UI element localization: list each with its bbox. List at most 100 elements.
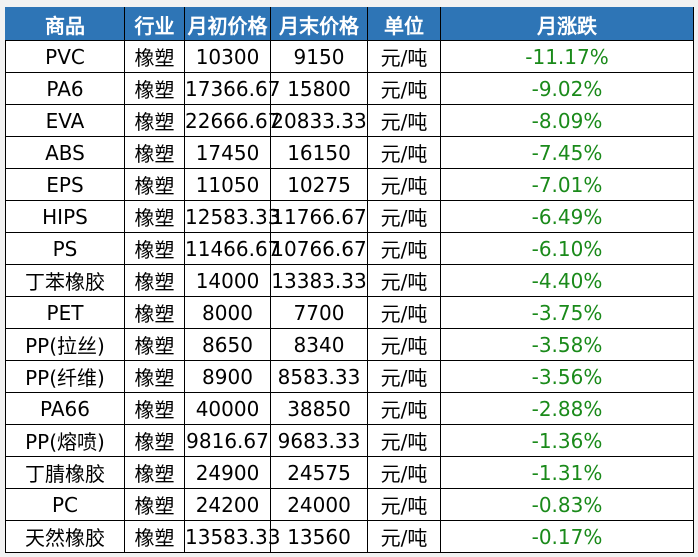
cell-industry: 橡塑: [124, 296, 185, 329]
cell-end-price: 24000: [270, 488, 368, 521]
header-row: 商品 行业 月初价格 月末价格 单位 月涨跌: [5, 7, 694, 41]
cell-end-price: 9683.33: [270, 424, 368, 457]
header-unit: 单位: [367, 7, 441, 41]
cell-monthly-change: -3.75%: [440, 296, 694, 329]
cell-product: PET: [5, 296, 125, 329]
cell-end-price: 7700: [270, 296, 368, 329]
cell-monthly-change: -7.01%: [440, 168, 694, 201]
cell-industry: 橡塑: [124, 40, 185, 73]
cell-industry: 橡塑: [124, 232, 185, 265]
cell-start-price: 9816.67: [184, 424, 271, 457]
cell-industry: 橡塑: [124, 328, 185, 361]
cell-unit: 元/吨: [367, 488, 441, 521]
cell-end-price: 13383.33: [270, 264, 368, 297]
cell-monthly-change: -11.17%: [440, 40, 694, 73]
cell-product: HIPS: [5, 200, 125, 233]
cell-product: EPS: [5, 168, 125, 201]
table-row: 天然橡胶 橡塑 13583.33 13560 元/吨 -0.17%: [5, 520, 694, 553]
cell-unit: 元/吨: [367, 264, 441, 297]
cell-industry: 橡塑: [124, 456, 185, 489]
cell-monthly-change: -6.10%: [440, 232, 694, 265]
cell-monthly-change: -3.56%: [440, 360, 694, 393]
cell-start-price: 22666.67: [184, 104, 280, 137]
cell-product: PP(熔喷): [5, 424, 125, 457]
cell-product: PA66: [5, 392, 125, 425]
table-row: PVC 橡塑 10300 9150 元/吨 -11.17%: [5, 40, 694, 73]
cell-unit: 元/吨: [367, 296, 441, 329]
cell-product: 天然橡胶: [5, 520, 125, 553]
cell-end-price: 24575: [270, 456, 368, 489]
cell-monthly-change: -1.31%: [440, 456, 694, 489]
cell-monthly-change: -0.17%: [440, 520, 694, 553]
cell-start-price: 40000: [184, 392, 271, 425]
cell-start-price: 8650: [184, 328, 271, 361]
table-row: 丁腈橡胶 橡塑 24900 24575 元/吨 -1.31%: [5, 456, 694, 489]
header-start-price: 月初价格: [184, 7, 271, 41]
table-row: PA6 橡塑 17366.67 15800 元/吨 -9.02%: [5, 72, 694, 105]
cell-end-price: 8340: [270, 328, 368, 361]
table-row: PC 橡塑 24200 24000 元/吨 -0.83%: [5, 488, 694, 521]
cell-unit: 元/吨: [367, 328, 441, 361]
cell-monthly-change: -7.45%: [440, 136, 694, 169]
cell-unit: 元/吨: [367, 392, 441, 425]
cell-start-price: 8900: [184, 360, 271, 393]
cell-end-price: 9150: [270, 40, 368, 73]
cell-monthly-change: -4.40%: [440, 264, 694, 297]
cell-end-price: 11766.67: [270, 200, 368, 233]
cell-start-price: 12583.33: [184, 200, 280, 233]
cell-start-price: 11050: [184, 168, 271, 201]
cell-unit: 元/吨: [367, 456, 441, 489]
cell-start-price: 10300: [184, 40, 271, 73]
table-row: PP(拉丝) 橡塑 8650 8340 元/吨 -3.58%: [5, 328, 694, 361]
table-row: ABS 橡塑 17450 16150 元/吨 -7.45%: [5, 136, 694, 169]
cell-start-price: 13583.33: [184, 520, 280, 553]
cell-product: ABS: [5, 136, 125, 169]
cell-end-price: 10766.67: [270, 232, 368, 265]
cell-industry: 橡塑: [124, 360, 185, 393]
cell-end-price: 20833.33: [270, 104, 368, 137]
cell-industry: 橡塑: [124, 200, 185, 233]
cell-monthly-change: -3.58%: [440, 328, 694, 361]
cell-unit: 元/吨: [367, 136, 441, 169]
cell-start-price: 24900: [184, 456, 271, 489]
cell-unit: 元/吨: [367, 104, 441, 137]
table-row: PS 橡塑 11466.67 10766.67 元/吨 -6.10%: [5, 232, 694, 265]
table-row: EPS 橡塑 11050 10275 元/吨 -7.01%: [5, 168, 694, 201]
cell-start-price: 17366.67: [184, 72, 280, 105]
table-row: PP(熔喷) 橡塑 9816.67 9683.33 元/吨 -1.36%: [5, 424, 694, 457]
price-table: 商品 行业 月初价格 月末价格 单位 月涨跌 PVC 橡塑 10300 9150 元/吨 -11.1…: [5, 7, 694, 553]
table-row: PA66 橡塑 40000 38850 元/吨 -2.88%: [5, 392, 694, 425]
cell-product: 丁苯橡胶: [5, 264, 125, 297]
cell-product: 丁腈橡胶: [5, 456, 125, 489]
header-industry: 行业: [124, 7, 185, 41]
cell-product: PC: [5, 488, 125, 521]
cell-industry: 橡塑: [124, 104, 185, 137]
cell-unit: 元/吨: [367, 200, 441, 233]
cell-monthly-change: -8.09%: [440, 104, 694, 137]
cell-product: PVC: [5, 40, 125, 73]
cell-unit: 元/吨: [367, 424, 441, 457]
cell-product: PA6: [5, 72, 125, 105]
cell-start-price: 17450: [184, 136, 271, 169]
cell-end-price: 15800: [270, 72, 368, 105]
table-row: EVA 橡塑 22666.67 20833.33 元/吨 -8.09%: [5, 104, 694, 137]
cell-unit: 元/吨: [367, 72, 441, 105]
cell-monthly-change: -0.83%: [440, 488, 694, 521]
cell-industry: 橡塑: [124, 264, 185, 297]
cell-industry: 橡塑: [124, 168, 185, 201]
cell-industry: 橡塑: [124, 424, 185, 457]
cell-industry: 橡塑: [124, 72, 185, 105]
table-row: PP(纤维) 橡塑 8900 8583.33 元/吨 -3.56%: [5, 360, 694, 393]
header-monthly-change: 月涨跌: [440, 7, 694, 41]
cell-start-price: 24200: [184, 488, 271, 521]
header-product: 商品: [5, 7, 125, 41]
cell-monthly-change: -2.88%: [440, 392, 694, 425]
table-row: PET 橡塑 8000 7700 元/吨 -3.75%: [5, 296, 694, 329]
cell-monthly-change: -9.02%: [440, 72, 694, 105]
cell-end-price: 8583.33: [270, 360, 368, 393]
cell-start-price: 11466.67: [184, 232, 280, 265]
cell-end-price: 13560: [270, 520, 368, 553]
cell-industry: 橡塑: [124, 520, 185, 553]
cell-start-price: 14000: [184, 264, 271, 297]
cell-monthly-change: -1.36%: [440, 424, 694, 457]
